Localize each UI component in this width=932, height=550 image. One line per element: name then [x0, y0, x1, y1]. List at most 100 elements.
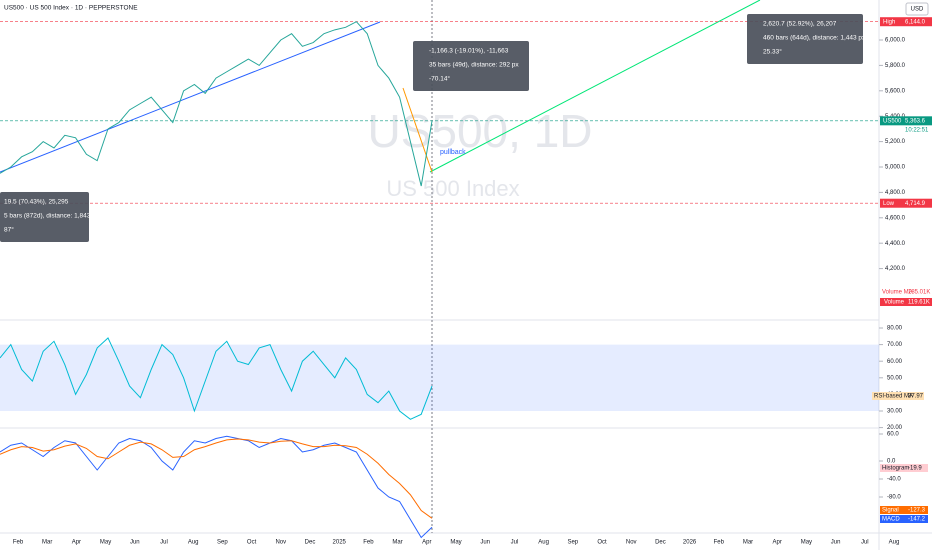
macd-tick-label: 60.0 — [887, 432, 899, 438]
time-label: Jun — [130, 540, 140, 546]
rsi-ma-tag — [872, 392, 924, 400]
measure-text: -70.14° — [429, 75, 450, 83]
time-label: Nov — [275, 540, 286, 546]
measure-text: 19.5 (70.43%), 25,295 — [4, 199, 69, 206]
rsi-tick-label: 70.00 — [887, 342, 903, 348]
time-label: Aug — [188, 540, 199, 546]
time-label: May — [450, 540, 461, 546]
trend-line — [402, 87, 433, 173]
measure-box: -1,166.3 (-19.01%), -11,663 35 bars (49d)… — [413, 41, 529, 91]
volume: 119.61K — [908, 300, 930, 306]
macd-tag — [880, 464, 928, 472]
time-label: Aug — [889, 540, 900, 546]
macd-tag — [880, 515, 928, 523]
time-label: Dec — [655, 540, 666, 546]
rsi-tick-label: 80.00 — [887, 326, 903, 332]
macd-tick-label: 0.0 — [887, 459, 896, 465]
rsi-band — [0, 344, 879, 411]
time-label: Apr — [422, 540, 431, 546]
high-label: High — [883, 19, 895, 25]
time-label: Nov — [626, 540, 637, 546]
macd-tag-value: -127.3 — [908, 508, 926, 514]
macd-tag-label: Histogram — [882, 466, 909, 472]
time-label: 2026 — [683, 540, 697, 546]
macd-line — [0, 435, 433, 539]
measure-box: 2,620.7 (52.92%), 26,207 460 bars (644d),… — [747, 14, 866, 64]
rsi-tick-label: 20.00 — [887, 425, 903, 431]
measure-text: 5 bars (872d), distance: 1,843 px — [4, 213, 100, 220]
measure-text: 460 bars (644d), distance: 1,443 px — [763, 35, 866, 42]
low-value: 4,714.9 — [905, 201, 926, 207]
time-label: Jul — [511, 540, 519, 546]
time-label: Apr — [773, 540, 782, 546]
trend-line — [429, 0, 761, 173]
price-tick-label: 4,800.0 — [885, 190, 906, 196]
macd-tag-value: -147.2 — [908, 517, 926, 523]
volume-ma: 185.01K — [908, 290, 930, 296]
measure-bg — [747, 14, 863, 64]
time-label: Jun — [480, 540, 490, 546]
price-tick-label: 5,000.0 — [885, 165, 906, 171]
volume-label: Volume — [884, 300, 905, 306]
countdown: 10:22:51 — [905, 127, 929, 133]
time-label: Jul — [861, 540, 869, 546]
time-label: May — [801, 540, 812, 546]
measure-text: -1,166.3 (-19.01%), -11,663 — [429, 48, 509, 55]
time-label: Mar — [392, 540, 402, 546]
price-tick-label: 4,600.0 — [885, 215, 906, 221]
measure-text: 25.33° — [763, 48, 782, 56]
measure-text: 35 bars (49d), distance: 292 px — [429, 62, 519, 69]
time-label: May — [100, 540, 111, 546]
low-label: Low — [883, 201, 895, 207]
time-label: Apr — [72, 540, 81, 546]
high-tag — [880, 17, 932, 27]
time-label: Feb — [714, 540, 725, 546]
time-label: Mar — [42, 540, 52, 546]
price-tick-label: 5,600.0 — [885, 88, 906, 94]
price-tick-label: 5,800.0 — [885, 63, 906, 69]
trend-line — [0, 21, 381, 173]
time-label: Sep — [217, 540, 228, 546]
rsi-tick-label: 50.00 — [887, 375, 903, 381]
macd-tick-label: -80.0 — [887, 495, 901, 501]
price-tick-label: 4,400.0 — [885, 241, 906, 247]
measure-bg — [0, 192, 89, 242]
last-label: US500 — [883, 118, 902, 124]
measure-bg — [413, 41, 529, 91]
rsi-tick-label: 60.00 — [887, 359, 903, 365]
time-label: Sep — [567, 540, 578, 546]
price-tick-label: 6,000.0 — [885, 38, 906, 44]
time-label: Aug — [538, 540, 549, 546]
time-label: Jul — [160, 540, 168, 546]
high-value: 6,144.0 — [905, 19, 926, 25]
time-label: Jun — [831, 540, 841, 546]
macd-tag — [880, 506, 928, 514]
currency-button[interactable] — [905, 2, 929, 16]
annotation: pullback — [440, 149, 466, 156]
time-label: Mar — [743, 540, 753, 546]
volume-ma-label: Volume MA — [882, 290, 913, 296]
time-label: Oct — [247, 540, 257, 546]
time-label: 2025 — [333, 540, 347, 546]
rsi-ma: 37.97 — [908, 394, 924, 400]
price-tick-label: 4,200.0 — [885, 266, 906, 272]
macd-tick-label: -40.0 — [887, 477, 901, 483]
currency[interactable]: USD — [911, 7, 924, 13]
measure-text: 87° — [4, 226, 14, 234]
low-tag — [880, 198, 932, 208]
volume-tag — [880, 298, 932, 306]
symbol-header: US500 · US 500 Index · 1D · PEPPERSTONE — [4, 5, 138, 12]
time-label: Oct — [597, 540, 607, 546]
time-label: Feb — [13, 540, 24, 546]
time-label: Feb — [363, 540, 374, 546]
macd-tag-value: -19.9 — [908, 466, 922, 472]
measure-box: 19.5 (70.43%), 25,295 5 bars (872d), dist… — [0, 192, 100, 242]
rsi-ma-label: RSI-based MA — [874, 394, 913, 400]
signal-line — [0, 438, 433, 519]
macd-tag-label: Signal — [882, 508, 899, 514]
price-line — [0, 21, 433, 187]
watermark-sub: US 500 Index — [386, 176, 519, 201]
time-label: Dec — [305, 540, 316, 546]
